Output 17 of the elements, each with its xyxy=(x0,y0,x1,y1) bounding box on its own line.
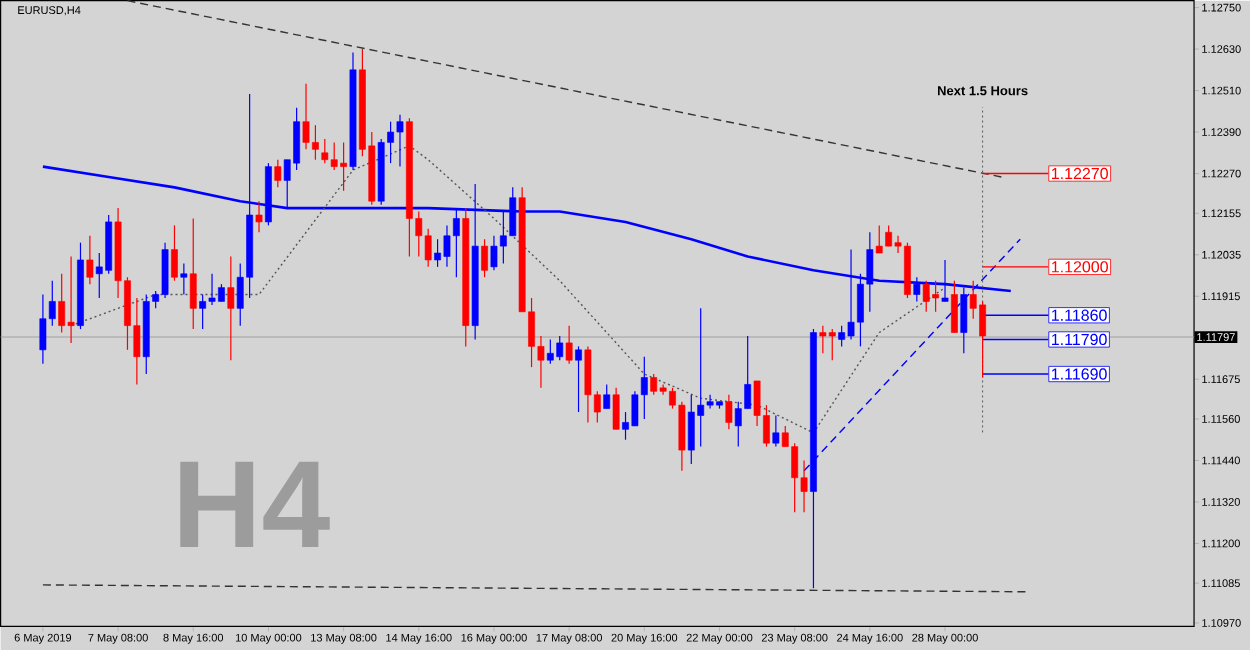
candlestick xyxy=(725,393,733,430)
candlestick xyxy=(86,234,94,285)
candlestick xyxy=(772,414,780,448)
candlestick xyxy=(189,217,197,330)
candlestick xyxy=(171,224,178,282)
candlestick xyxy=(227,255,235,361)
candlestick xyxy=(481,238,488,278)
candlestick xyxy=(180,262,188,295)
candlestick xyxy=(274,158,282,188)
line-series xyxy=(70,144,946,434)
candlestick xyxy=(951,279,958,333)
candlestick xyxy=(255,200,263,233)
candlestick xyxy=(603,383,611,410)
candlestick xyxy=(575,345,582,413)
candlestick xyxy=(612,387,620,430)
candlestick xyxy=(565,324,573,365)
annotation: H4 xyxy=(180,461,330,547)
